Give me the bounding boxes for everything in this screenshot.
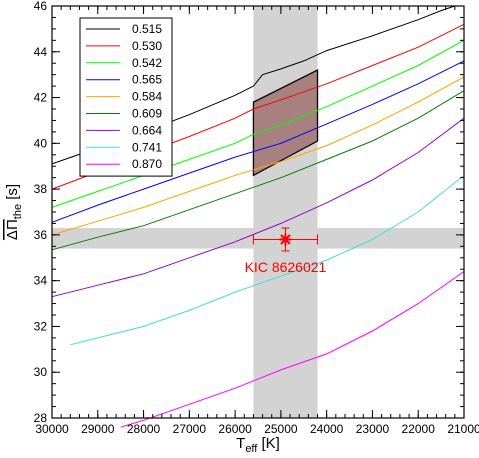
y-tick-label-32: 32 [34,319,48,333]
y-tick-label-34: 34 [34,274,48,288]
series-line-0.584 [51,76,465,236]
x-axis-title: Teff [K] [236,435,280,455]
period-band [52,228,464,249]
y-axis-title-unit: [s] [4,184,21,204]
series-line-0.741 [70,175,465,346]
x-tick-label-24000: 24000 [310,422,344,436]
y-tick-label-30: 30 [34,365,48,379]
series-line-0.664 [51,117,465,298]
y-axis-title: ΔΠthe [s] [4,184,24,240]
series-line-0.870 [120,271,465,428]
x-tick-label-21000: 21000 [447,422,479,436]
x-tick-label-28000: 28000 [127,422,161,436]
legend-label-0.584: 0.584 [132,90,162,104]
y-axis-title-main: ΔΠ [4,219,21,240]
series-line-0.609 [51,90,465,251]
legend-label-0.542: 0.542 [132,56,162,70]
legend: 0.515 0.530 0.542 0.565 0.584 0.609 0.664 0.741… [79,17,173,177]
star-label: KIC 8626021 [245,259,327,275]
y-axis-title-sub: the [12,204,24,219]
y-tick-label-42: 42 [34,91,48,105]
series-line-0.565 [51,60,465,223]
x-tick-label-27000: 27000 [173,422,207,436]
x-tick-label-23000: 23000 [356,422,390,436]
x-tick-label-30000: 30000 [35,422,69,436]
x-axis-title-sub: eff [245,443,258,455]
legend-label-0.870: 0.870 [132,157,162,171]
star-marker-stroke-3 [280,234,291,245]
legend-label-0.609: 0.609 [132,107,162,121]
legend-label-0.664: 0.664 [132,123,162,137]
x-tick-label-22000: 22000 [402,422,436,436]
legend-label-0.515: 0.515 [132,22,162,36]
x-tick-label-25000: 25000 [264,422,298,436]
x-tick-label-29000: 29000 [81,422,115,436]
x-axis-title-main: T [236,435,245,452]
x-axis-title-unit: [K] [257,435,280,452]
y-tick-label-46: 46 [34,0,48,13]
x-tick-label-26000: 26000 [218,422,252,436]
y-tick-label-36: 36 [34,228,48,242]
series-line-0.542 [51,39,465,208]
y-tick-label-28: 28 [34,411,48,425]
y-tick-label-40: 40 [34,136,48,150]
legend-label-0.565: 0.565 [132,73,162,87]
axis-ticks: 30000 29000 28000 27000 26000 25000 24000 23000… [34,0,479,436]
star-group [252,227,319,252]
y-tick-label-44: 44 [34,45,48,59]
legend-label-0.741: 0.741 [132,140,162,154]
legend-label-0.530: 0.530 [132,39,162,53]
y-tick-label-38: 38 [34,182,48,196]
